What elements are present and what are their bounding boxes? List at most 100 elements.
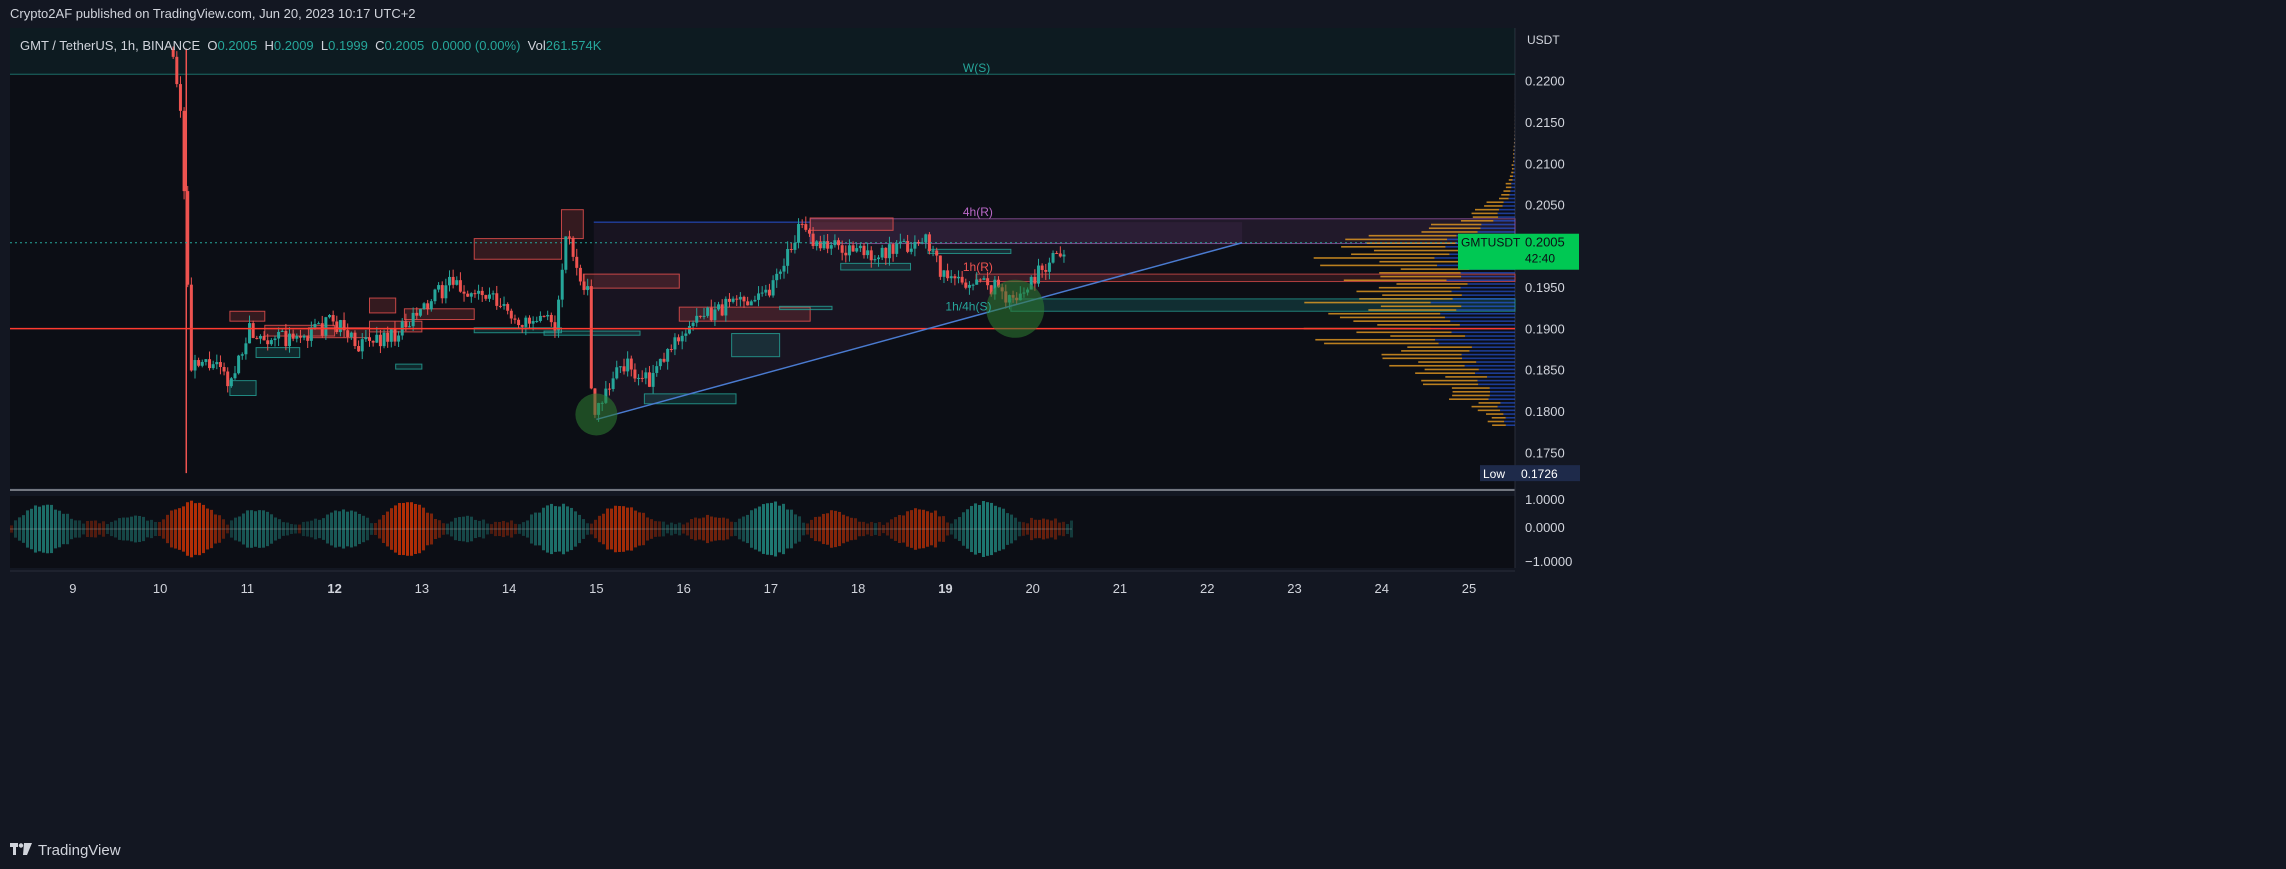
time-tick-label: 19 [938, 581, 952, 596]
volume-profile-bar [1505, 424, 1515, 427]
chart-area[interactable]: W(S) 4h(R) 1h(R) 1h/4h(S) USDT 0.2200 0.2150 0… [10, 28, 2286, 825]
candle-body [935, 250, 939, 256]
candle-body [749, 301, 753, 306]
candle-body [713, 309, 717, 321]
time-tick-label: 12 [327, 581, 341, 596]
candle-body [706, 307, 710, 316]
time-tick-label: 10 [153, 581, 167, 596]
candle-body [455, 280, 459, 285]
price-tick-label: 0.2150 [1525, 115, 1565, 130]
candle-body [891, 244, 895, 254]
volume-profile-bar [1430, 301, 1515, 304]
candle-body [335, 321, 339, 333]
weekly-zone [10, 28, 1515, 75]
candle-body [309, 327, 313, 341]
price-pane-bg [10, 28, 1515, 488]
candle-body [797, 223, 801, 243]
ascending-trendline [596, 241, 1243, 421]
volume-profile-bar [1400, 268, 1470, 270]
time-tick-label: 14 [502, 581, 516, 596]
volume-profile-bar [1491, 416, 1506, 419]
volume-profile-bar [1451, 387, 1490, 389]
candle-body [371, 340, 375, 343]
candle-body [778, 271, 782, 274]
candle-body [666, 349, 670, 362]
current-price-label: 0.2005 [1525, 235, 1565, 250]
volume-profile-bar [1476, 361, 1515, 363]
candle-body [171, 48, 175, 57]
footer-bar: TradingView [0, 831, 2286, 869]
candle-body [542, 315, 546, 317]
candle-body [709, 307, 713, 321]
candle-body [186, 191, 190, 285]
volume-profile-bar [1511, 171, 1514, 174]
price-tick-label: 0.1900 [1525, 321, 1565, 336]
volume-profile-bar [1462, 357, 1515, 360]
candle-body [618, 366, 622, 368]
candle-body [193, 360, 197, 371]
time-tick-label: 21 [1113, 581, 1127, 596]
legend-close-label: C [375, 38, 385, 53]
volume-profile-bar [1477, 409, 1501, 412]
candle-body [364, 337, 368, 340]
time-tick-label: 20 [1025, 581, 1039, 596]
volume-profile-bar [1487, 376, 1515, 378]
candle-body [771, 280, 775, 296]
candle-body [415, 312, 419, 316]
candle-body [546, 314, 550, 317]
candle-body [982, 278, 986, 280]
volume-profile-bar [1452, 298, 1515, 300]
candle-body [655, 366, 659, 373]
candle-body [524, 317, 528, 327]
volume-profile-bar [1435, 338, 1515, 341]
candle-body [200, 361, 204, 366]
volume-profile-bar [1502, 205, 1515, 207]
volume-profile-bar [1382, 294, 1462, 296]
volume-profile-bar [1513, 149, 1515, 152]
candle-body [408, 326, 412, 328]
candle-body [338, 320, 342, 333]
order-block-box [395, 363, 423, 370]
time-tick-label: 16 [676, 581, 690, 596]
candle-body [447, 276, 451, 286]
candle-body [804, 224, 808, 230]
volume-profile-bar [1460, 272, 1515, 274]
candle-body [807, 229, 811, 234]
volume-profile-bar [1503, 190, 1511, 192]
candle-body [557, 299, 561, 331]
candle-body [702, 315, 706, 317]
candle-body [764, 289, 768, 293]
candle-body [255, 337, 259, 339]
volume-profile-bar [1510, 190, 1515, 192]
candle-body [691, 322, 695, 327]
volume-profile-bar [1461, 353, 1515, 356]
oscillator-tick-label: −1.0000 [1525, 554, 1572, 569]
candle-body [342, 320, 346, 331]
order-block-box [229, 310, 266, 322]
candle-body [320, 323, 324, 336]
candle-body [647, 372, 651, 387]
volume-profile-bar [1343, 279, 1447, 282]
volume-profile-bar [1503, 201, 1515, 204]
price-tick-label: 0.1850 [1525, 363, 1565, 378]
candle-body [1044, 269, 1048, 272]
label-1h-resistance: 1h(R) [963, 260, 993, 274]
volume-profile-bar [1505, 416, 1515, 419]
candle-body [575, 256, 579, 268]
volume-profile-bar [1451, 331, 1515, 334]
volume-profile-bar [1498, 216, 1515, 218]
candle-body [175, 56, 179, 85]
volume-profile-bar [1381, 353, 1462, 356]
legend-open-label: O [207, 38, 218, 53]
candle-body [626, 358, 630, 372]
volume-profile-bar [1339, 316, 1445, 319]
footer-brand[interactable]: TradingView [38, 841, 121, 859]
candle-body [637, 377, 641, 379]
volume-profile-bar [1444, 316, 1515, 319]
oscillator-tick-label: 0.0000 [1525, 520, 1565, 535]
legend-open: 0.2005 [217, 38, 258, 53]
candlestick-chart[interactable]: W(S) 4h(R) 1h(R) 1h/4h(S) USDT 0.2200 0.2150 0… [10, 28, 2286, 825]
candle-body [586, 286, 590, 291]
volume-profile-bar [1503, 413, 1515, 415]
volume-profile-bar [1490, 390, 1515, 393]
